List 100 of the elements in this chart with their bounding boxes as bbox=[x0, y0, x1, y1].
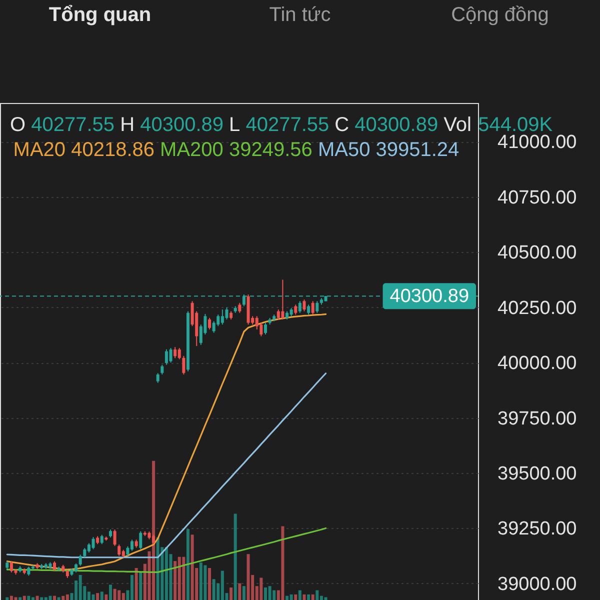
candlestick bbox=[182, 355, 186, 375]
bar bbox=[208, 568, 212, 600]
bar bbox=[281, 526, 284, 600]
bar bbox=[53, 596, 56, 600]
candlestick bbox=[27, 566, 30, 576]
bar bbox=[44, 597, 48, 600]
bar bbox=[260, 578, 263, 600]
bar bbox=[22, 596, 26, 600]
candlestick bbox=[238, 302, 242, 314]
bar bbox=[122, 593, 125, 600]
candlestick bbox=[298, 300, 302, 314]
text: MA50 39951.24 bbox=[318, 139, 460, 161]
bar bbox=[104, 594, 108, 600]
bar bbox=[324, 597, 328, 600]
bar bbox=[238, 583, 242, 600]
bar bbox=[316, 590, 319, 600]
candlestick bbox=[307, 304, 310, 316]
candlestick bbox=[225, 306, 228, 320]
text: MA200 39249.56 bbox=[160, 139, 312, 161]
bar bbox=[268, 586, 272, 600]
bar bbox=[113, 588, 116, 600]
candlestick bbox=[294, 304, 298, 316]
candlestick bbox=[178, 347, 181, 360]
bar bbox=[57, 597, 60, 600]
bar bbox=[190, 534, 194, 600]
bar bbox=[18, 597, 22, 600]
bar bbox=[230, 587, 233, 600]
candlestick bbox=[281, 279, 284, 320]
y-tick-label: 40750.00 bbox=[498, 187, 577, 208]
candlestick bbox=[92, 536, 95, 550]
line-series bbox=[6, 372, 327, 558]
bar bbox=[118, 590, 121, 600]
candlestick bbox=[216, 314, 220, 327]
candlestick bbox=[118, 544, 121, 556]
candlestick bbox=[316, 300, 319, 314]
bar bbox=[242, 586, 246, 600]
bar bbox=[156, 537, 160, 600]
bar bbox=[92, 594, 95, 600]
bar bbox=[204, 565, 207, 600]
bar bbox=[290, 594, 293, 600]
bar bbox=[302, 594, 306, 600]
candlestick bbox=[78, 554, 82, 566]
bar bbox=[182, 556, 186, 600]
y-tick-label: 39500.00 bbox=[498, 463, 577, 484]
bar bbox=[6, 597, 9, 600]
bar bbox=[62, 596, 65, 600]
bar bbox=[134, 568, 138, 600]
bar bbox=[272, 590, 276, 600]
bar bbox=[174, 561, 177, 600]
text: Tổng quan bbox=[48, 4, 152, 26]
candlestick bbox=[276, 309, 280, 320]
bar bbox=[212, 579, 216, 600]
bar bbox=[246, 554, 250, 600]
candlestick bbox=[264, 322, 267, 335]
bar bbox=[96, 593, 100, 600]
bar bbox=[66, 594, 69, 600]
bar bbox=[14, 597, 18, 600]
bar bbox=[27, 596, 30, 600]
bar bbox=[48, 596, 52, 600]
candlestick bbox=[53, 560, 56, 572]
bar bbox=[78, 574, 82, 600]
bar bbox=[220, 570, 224, 600]
line-series bbox=[6, 527, 327, 573]
y-tick-label: 39250.00 bbox=[498, 518, 577, 540]
bar bbox=[178, 556, 181, 600]
candlestick bbox=[83, 548, 86, 558]
bar bbox=[294, 594, 298, 600]
candlestick bbox=[100, 534, 104, 545]
ref-line-label: 40300.89 bbox=[390, 286, 470, 308]
bar bbox=[298, 590, 302, 600]
bar bbox=[311, 594, 314, 600]
bar bbox=[234, 514, 237, 600]
bar bbox=[31, 597, 34, 600]
bar bbox=[36, 596, 39, 600]
candlestick bbox=[156, 372, 160, 384]
candlestick bbox=[260, 322, 263, 337]
bar bbox=[307, 594, 310, 600]
bar bbox=[108, 584, 112, 600]
candlestick bbox=[160, 364, 164, 375]
text: Tin tức bbox=[269, 4, 331, 26]
y-tick-label: 39000.00 bbox=[498, 574, 577, 595]
y-tick-label: 39750.00 bbox=[498, 408, 577, 430]
candlestick bbox=[139, 530, 142, 550]
bar bbox=[286, 596, 289, 600]
bar bbox=[199, 562, 202, 600]
text: Cộng đồng bbox=[451, 4, 549, 26]
candlestick bbox=[302, 299, 306, 312]
candlestick bbox=[311, 300, 314, 316]
candlestick bbox=[174, 346, 177, 359]
y-tick-label: 40250.00 bbox=[498, 298, 577, 319]
candlestick bbox=[220, 309, 224, 326]
y-tick-label: 40500.00 bbox=[498, 242, 577, 264]
candlestick bbox=[113, 529, 116, 546]
candlestick bbox=[169, 347, 172, 364]
text: MA20 40218.86 bbox=[13, 139, 155, 161]
y-tick-label: 40000.00 bbox=[498, 353, 577, 374]
bar bbox=[186, 529, 190, 600]
bar bbox=[100, 592, 104, 600]
bar bbox=[139, 572, 142, 600]
bar bbox=[40, 597, 44, 600]
